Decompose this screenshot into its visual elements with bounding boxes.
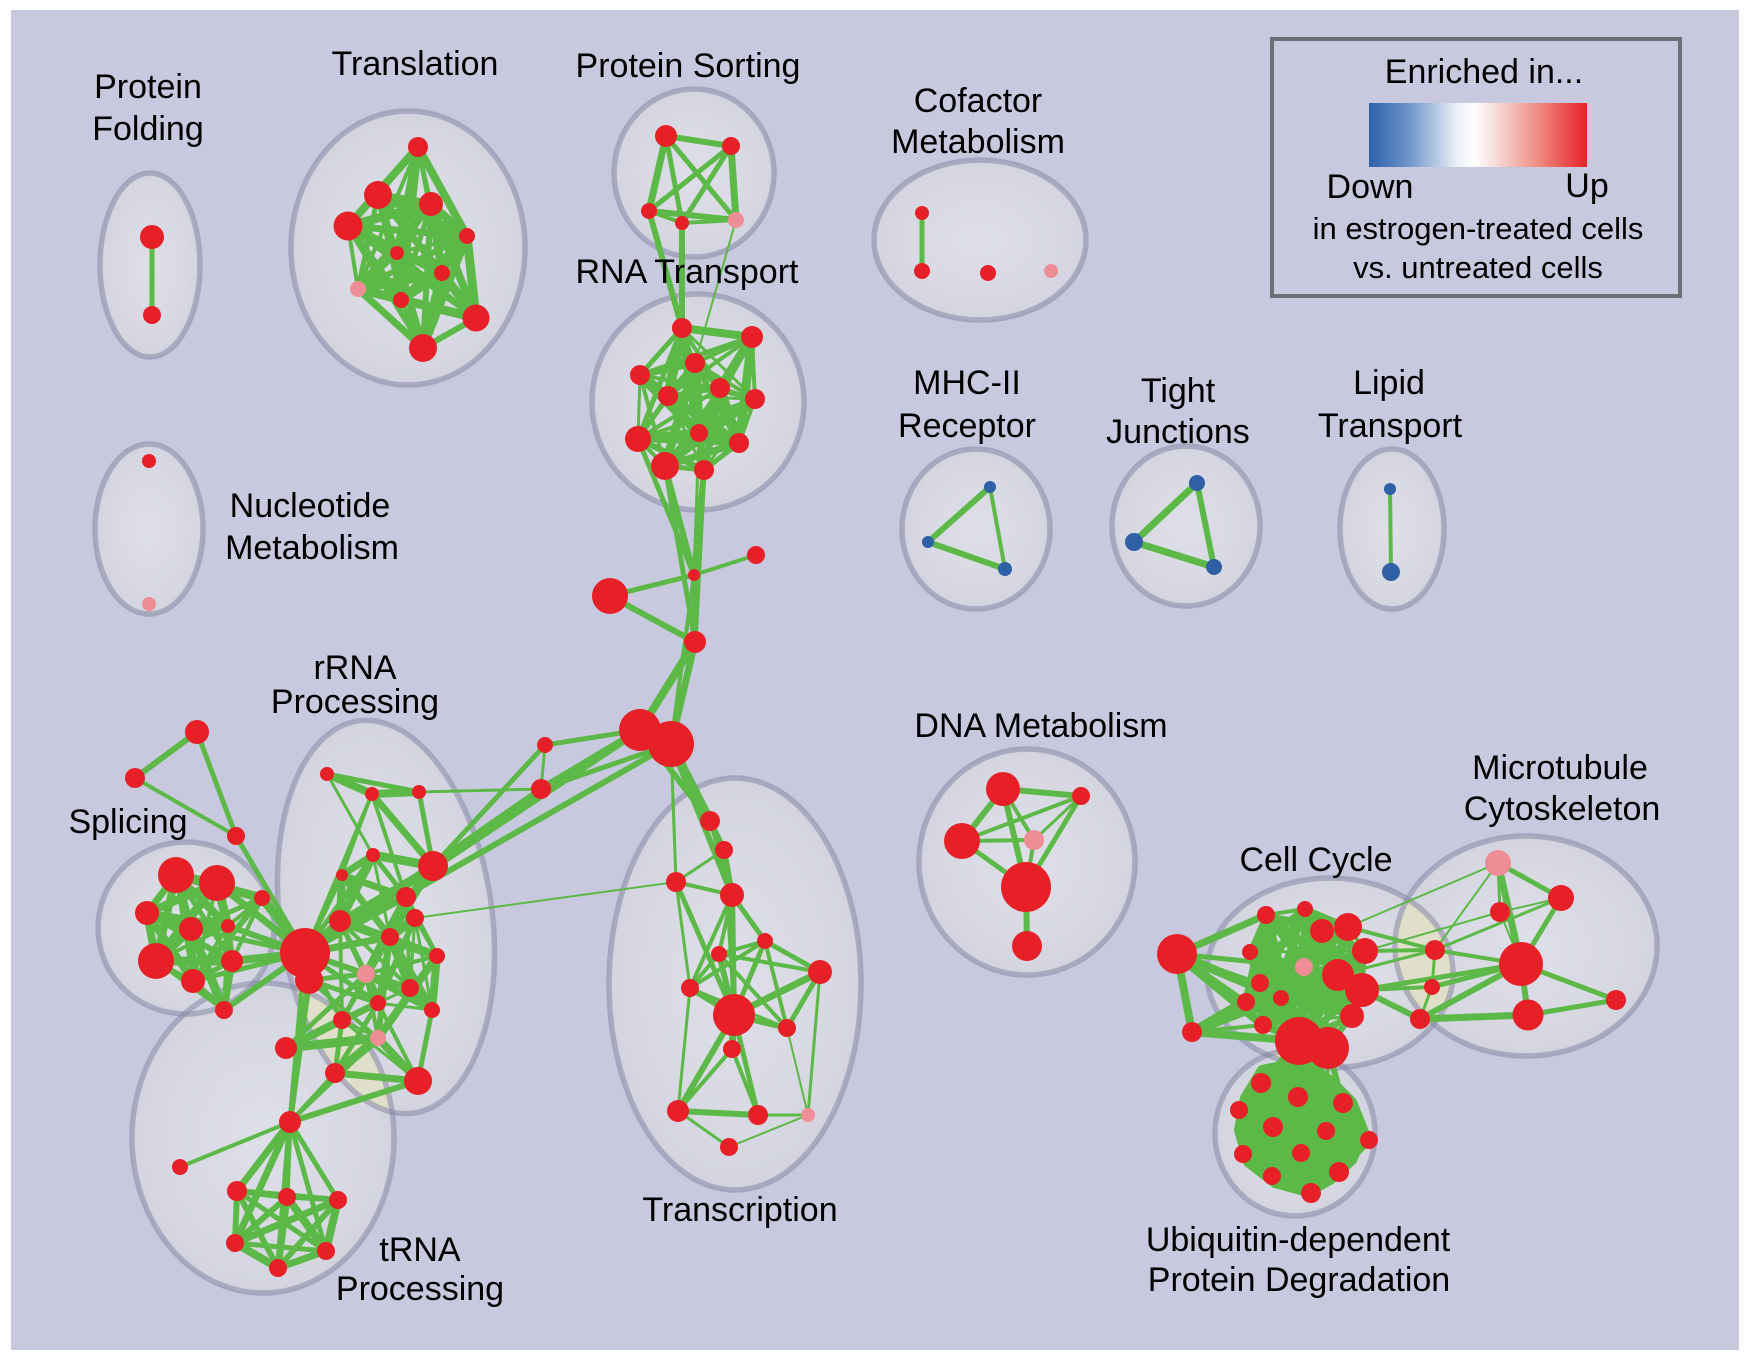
svg-text:Up: Up	[1565, 167, 1608, 205]
svg-text:Ubiquitin-dependent: Ubiquitin-dependent	[1146, 1221, 1451, 1259]
svg-text:DNA Metabolism: DNA Metabolism	[914, 707, 1167, 745]
svg-text:Protein: Protein	[94, 68, 202, 106]
svg-text:Transcription: Transcription	[642, 1191, 837, 1229]
svg-text:in estrogen-treated cells: in estrogen-treated cells	[1313, 211, 1644, 246]
svg-text:Processing: Processing	[271, 683, 439, 721]
svg-text:Translation: Translation	[332, 45, 499, 83]
svg-text:Splicing: Splicing	[68, 803, 187, 841]
svg-text:MHC-II: MHC-II	[913, 364, 1021, 402]
svg-text:Cell Cycle: Cell Cycle	[1239, 841, 1392, 879]
svg-text:rRNA: rRNA	[313, 649, 396, 687]
svg-text:Metabolism: Metabolism	[225, 529, 399, 567]
svg-text:Folding: Folding	[92, 110, 204, 148]
svg-text:Lipid: Lipid	[1353, 364, 1425, 402]
svg-text:Cofactor: Cofactor	[914, 82, 1043, 120]
svg-text:Nucleotide: Nucleotide	[230, 487, 391, 525]
svg-text:Junctions: Junctions	[1106, 413, 1250, 451]
svg-text:Transport: Transport	[1318, 407, 1463, 445]
svg-text:tRNA: tRNA	[379, 1231, 461, 1269]
svg-text:Tight: Tight	[1141, 372, 1216, 410]
svg-text:RNA Transport: RNA Transport	[576, 253, 800, 291]
svg-text:Receptor: Receptor	[898, 407, 1036, 445]
svg-text:Metabolism: Metabolism	[891, 123, 1065, 161]
svg-text:Cytoskeleton: Cytoskeleton	[1464, 790, 1661, 828]
svg-text:Protein Degradation: Protein Degradation	[1148, 1261, 1450, 1299]
svg-text:Microtubule: Microtubule	[1472, 749, 1648, 787]
svg-text:Protein Sorting: Protein Sorting	[576, 47, 801, 85]
svg-text:Processing: Processing	[336, 1270, 504, 1308]
svg-text:vs. untreated cells: vs. untreated cells	[1353, 250, 1603, 285]
svg-text:Enriched in...: Enriched in...	[1385, 53, 1583, 91]
svg-text:Down: Down	[1327, 168, 1414, 206]
